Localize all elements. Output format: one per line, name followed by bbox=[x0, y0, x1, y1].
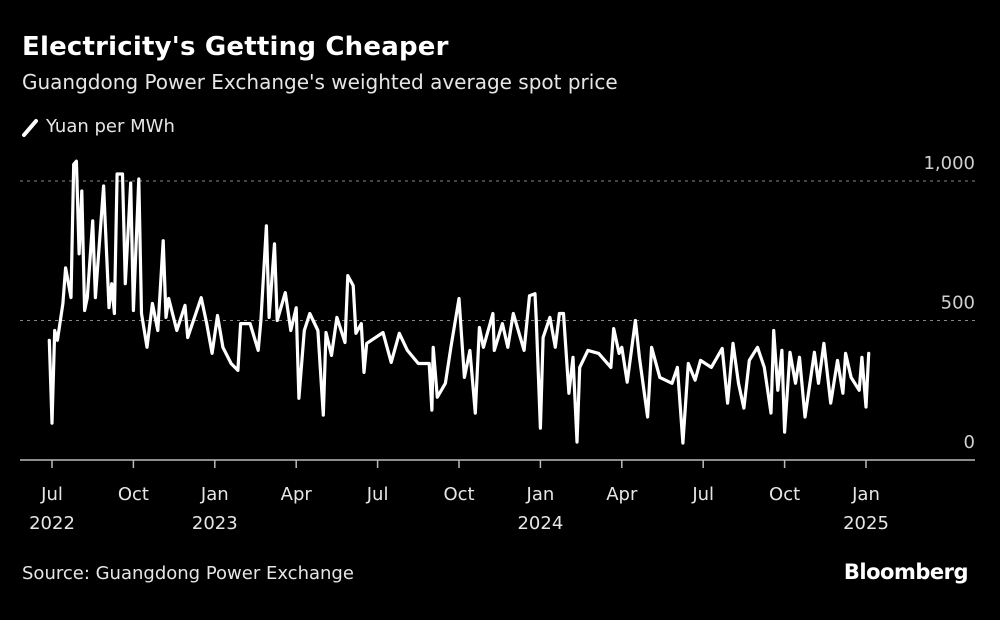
x-tick-year-label: 2023 bbox=[192, 513, 238, 534]
x-tick-label: Jul bbox=[366, 484, 389, 505]
legend: Yuan per MWh bbox=[22, 116, 175, 137]
x-tick-label: Apr bbox=[281, 484, 313, 505]
x-tick-label: Jul bbox=[40, 484, 63, 505]
y-tick-label: 500 bbox=[941, 293, 975, 314]
x-tick-label: Oct bbox=[118, 484, 149, 505]
x-tick-label: Apr bbox=[606, 484, 638, 505]
source-note: Source: Guangdong Power Exchange bbox=[22, 563, 354, 584]
chart-title: Electricity's Getting Cheaper bbox=[22, 32, 449, 62]
y-tick-label: 1,000 bbox=[923, 153, 975, 174]
chart-subtitle: Guangdong Power Exchange's weighted aver… bbox=[22, 70, 618, 94]
bloomberg-logo: Bloomberg bbox=[843, 560, 969, 584]
x-tick-label: Jan bbox=[200, 484, 229, 505]
y-tick-label: 0 bbox=[964, 432, 975, 453]
x-tick-label: Jan bbox=[851, 484, 880, 505]
x-tick-label: Jul bbox=[691, 484, 714, 505]
x-tick-year-label: 2025 bbox=[843, 513, 889, 534]
x-tick-label: Oct bbox=[443, 484, 474, 505]
x-tick-label: Jan bbox=[526, 484, 555, 505]
x-tick-year-label: 2024 bbox=[517, 513, 563, 534]
x-tick-year-label: 2022 bbox=[29, 513, 75, 534]
legend-label: Yuan per MWh bbox=[46, 116, 175, 137]
legend-line-icon bbox=[22, 118, 38, 137]
x-tick-label: Oct bbox=[769, 484, 800, 505]
series-line bbox=[47, 159, 871, 445]
